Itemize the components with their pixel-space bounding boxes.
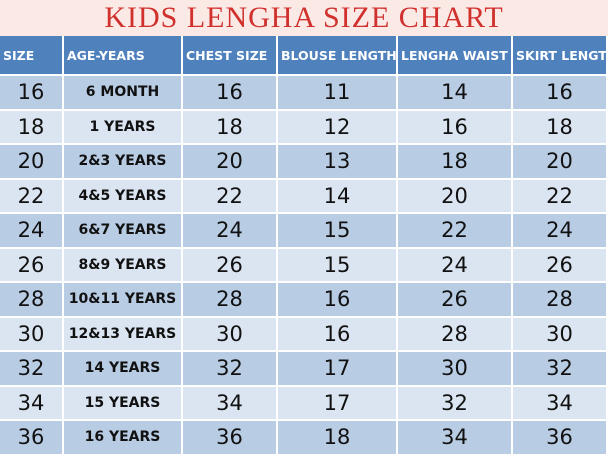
age-cell: 6&7 YEARS [64,214,183,249]
column-header: LENGHA WAIST [398,36,513,76]
size-cell: 17 [278,352,398,387]
age-cell: 8&9 YEARS [64,248,183,283]
size-cell: 20 [183,145,278,180]
column-header: BLOUSE LENGTH [278,36,398,76]
size-cell: 28 [513,283,608,318]
age-cell: 14 YEARS [64,352,183,387]
size-cell: 32 [398,386,513,421]
size-cell: 24 [513,214,608,249]
age-cell: 1 YEARS [64,110,183,145]
size-cell: 14 [398,76,513,111]
size-cell: 34 [398,421,513,456]
age-cell: 12&13 YEARS [64,317,183,352]
size-cell: 15 [278,248,398,283]
age-cell: 6 MONTH [64,76,183,111]
size-cell: 26 [183,248,278,283]
size-cell: 18 [0,110,64,145]
size-cell: 24 [0,214,64,249]
size-cell: 14 [278,179,398,214]
title: KIDS LENGHA SIZE CHART [0,0,608,36]
age-cell: 4&5 YEARS [64,179,183,214]
size-cell: 18 [183,110,278,145]
size-cell: 36 [183,421,278,456]
size-cell: 30 [513,317,608,352]
age-cell: 2&3 YEARS [64,145,183,180]
size-cell: 32 [513,352,608,387]
size-cell: 34 [183,386,278,421]
size-cell: 17 [278,386,398,421]
column-header: CHEST SIZE [183,36,278,76]
size-cell: 26 [398,283,513,318]
age-cell: 10&11 YEARS [64,283,183,318]
size-cell: 22 [398,214,513,249]
size-cell: 36 [513,421,608,456]
size-cell: 20 [398,179,513,214]
size-cell: 28 [183,283,278,318]
size-cell: 24 [398,248,513,283]
size-cell: 26 [513,248,608,283]
size-cell: 20 [0,145,64,180]
size-cell: 18 [278,421,398,456]
size-cell: 32 [0,352,64,387]
size-cell: 30 [183,317,278,352]
size-cell: 16 [278,317,398,352]
size-cell: 16 [398,110,513,145]
size-cell: 13 [278,145,398,180]
age-cell: 15 YEARS [64,386,183,421]
size-cell: 32 [183,352,278,387]
size-cell: 28 [0,283,64,318]
size-cell: 12 [278,110,398,145]
age-cell: 16 YEARS [64,421,183,456]
size-cell: 30 [0,317,64,352]
size-cell: 20 [513,145,608,180]
size-cell: 22 [513,179,608,214]
size-cell: 22 [183,179,278,214]
size-cell: 34 [513,386,608,421]
column-header: SIZE [0,36,64,76]
size-cell: 16 [183,76,278,111]
size-cell: 18 [398,145,513,180]
size-cell: 36 [0,421,64,456]
size-cell: 18 [513,110,608,145]
size-cell: 34 [0,386,64,421]
size-table: SIZE AGE-YEARS CHEST SIZE BLOUSE LENGTH LENG… [0,36,608,456]
size-cell: 11 [278,76,398,111]
column-header: AGE-YEARS [64,36,183,76]
size-cell: 24 [183,214,278,249]
column-header: SKIRT LENGTH [513,36,608,76]
size-cell: 16 [0,76,64,111]
size-cell: 30 [398,352,513,387]
size-cell: 28 [398,317,513,352]
size-cell: 15 [278,214,398,249]
size-cell: 26 [0,248,64,283]
size-cell: 22 [0,179,64,214]
size-cell: 16 [278,283,398,318]
size-cell: 16 [513,76,608,111]
